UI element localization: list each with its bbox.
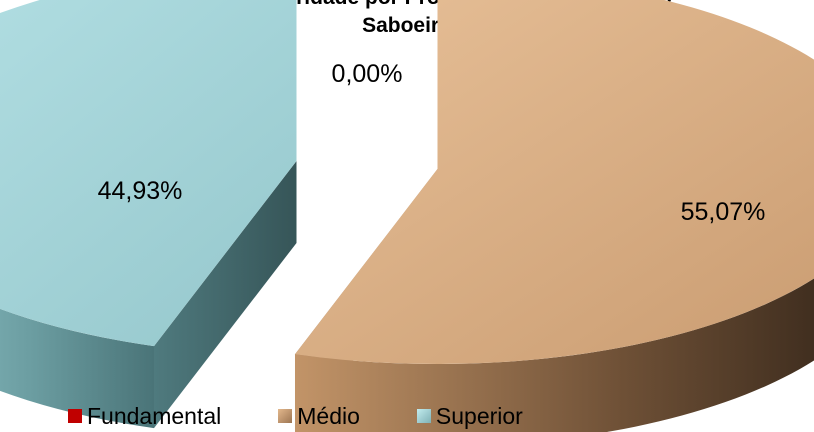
data-label-medio: 55,07% bbox=[681, 198, 766, 226]
slice-superior-wall-0 bbox=[153, 160, 297, 429]
data-label-fundamental: 0,00% bbox=[332, 60, 403, 88]
data-label-superior: 44,93% bbox=[98, 177, 183, 205]
legend-label-fundamental: Fundamental bbox=[87, 402, 222, 429]
legend-swatch-fundamental bbox=[68, 409, 82, 423]
legend-label-superior: Superior bbox=[435, 402, 523, 429]
chart-title: Nível de Escolaridade por Profissionais … bbox=[0, 0, 814, 40]
slice-medio-side bbox=[294, 278, 814, 432]
slice-superior bbox=[0, 0, 297, 347]
legend-swatch-medio bbox=[278, 409, 293, 423]
slice-medio bbox=[294, 0, 814, 365]
chart-title-line1: Nível de Escolaridade por Profissionais … bbox=[0, 0, 814, 12]
legend-item-medio: Médio bbox=[278, 403, 360, 430]
legend-swatch-superior bbox=[416, 409, 431, 423]
chart-title-line2: Saboeiro bbox=[362, 14, 452, 37]
legend: Fundamental Médio Superior bbox=[68, 400, 580, 432]
legend-item-fundamental: Fundamental bbox=[68, 403, 221, 430]
legend-item-superior: Superior bbox=[416, 402, 523, 430]
slice-superior-side bbox=[0, 308, 154, 429]
legend-label-medio: Médio bbox=[297, 402, 360, 429]
